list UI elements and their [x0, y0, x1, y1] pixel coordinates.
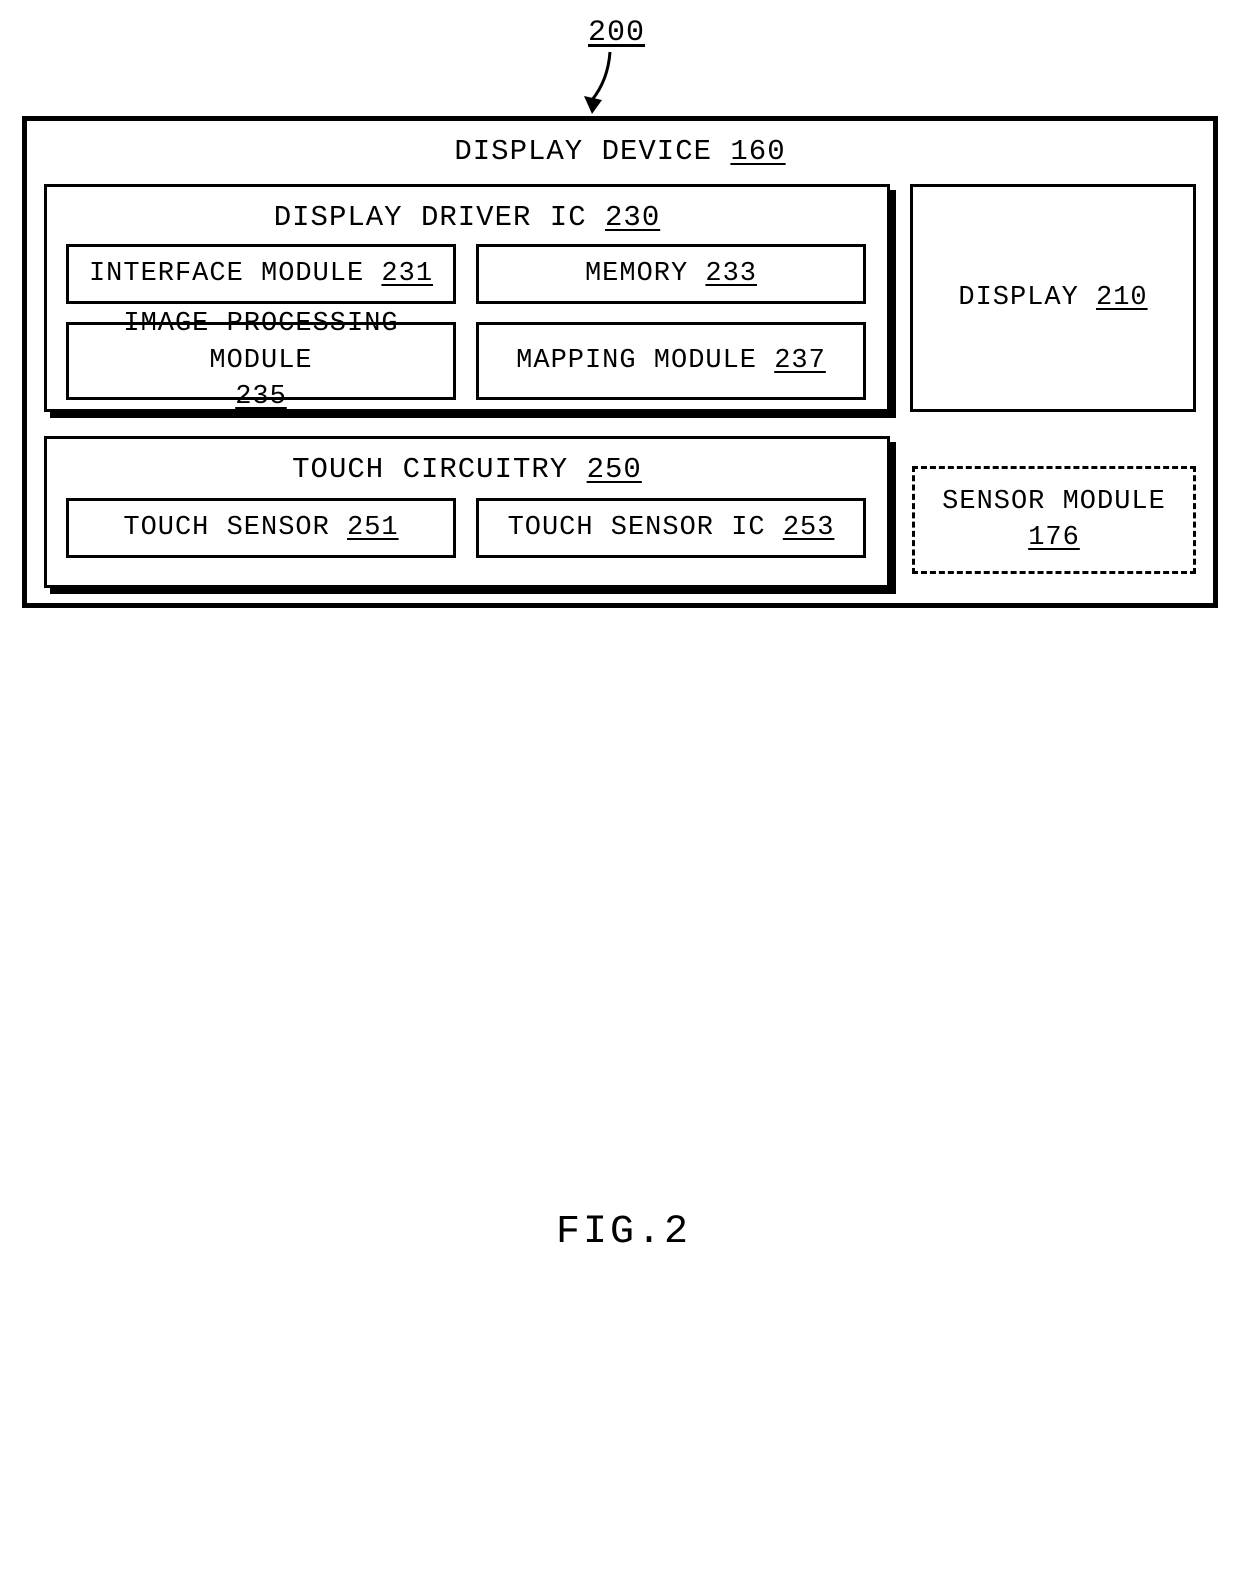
touch-sensor-ic-box: TOUCH SENSOR IC 253 [476, 498, 866, 558]
touch-circuitry-title: TOUCH CIRCUITRY 250 [47, 439, 887, 496]
touch-sensor-ic-label: TOUCH SENSOR IC 253 [479, 501, 863, 555]
display-device-title: DISPLAY DEVICE 160 [27, 121, 1213, 178]
image-processing-module-box: IMAGE PROCESSING MODULE 235 [66, 322, 456, 400]
sensor-module-label: SENSOR MODULE 176 [915, 469, 1193, 571]
interface-module-label: INTERFACE MODULE 231 [69, 247, 453, 301]
figure-caption: FIG.2 [556, 1210, 691, 1255]
mapping-module-label: MAPPING MODULE 237 [479, 325, 863, 397]
reference-arrow [570, 50, 620, 116]
diagram-canvas: 200 DISPLAY DEVICE 160 DISPLAY DRIVER IC… [0, 0, 1240, 1578]
touch-sensor-box: TOUCH SENSOR 251 [66, 498, 456, 558]
figure-reference-number: 200 [588, 16, 645, 50]
touch-sensor-label: TOUCH SENSOR 251 [69, 501, 453, 555]
sensor-module-box: SENSOR MODULE 176 [912, 466, 1196, 574]
display-label: DISPLAY 210 [913, 187, 1193, 409]
display-driver-ic-title: DISPLAY DRIVER IC 230 [47, 187, 887, 244]
mapping-module-box: MAPPING MODULE 237 [476, 322, 866, 400]
image-processing-module-label: IMAGE PROCESSING MODULE 235 [69, 325, 453, 397]
memory-box: MEMORY 233 [476, 244, 866, 304]
display-box: DISPLAY 210 [910, 184, 1196, 412]
memory-label: MEMORY 233 [479, 247, 863, 301]
interface-module-box: INTERFACE MODULE 231 [66, 244, 456, 304]
